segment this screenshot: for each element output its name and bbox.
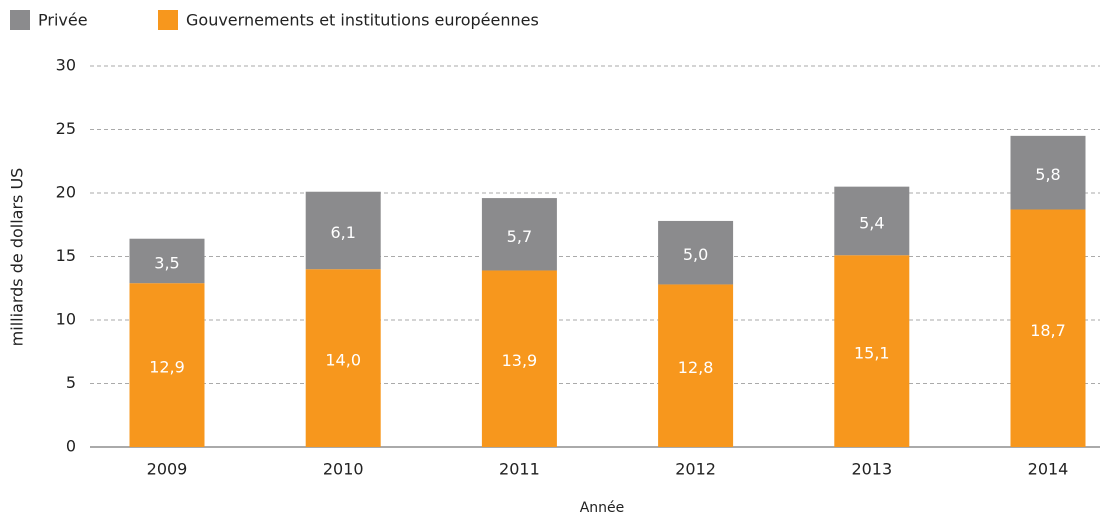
x-tick-label: 2013 <box>851 460 892 479</box>
bar-segment <box>305 269 381 447</box>
data-label: 12,8 <box>678 358 714 377</box>
bar-segment <box>1010 209 1086 447</box>
data-label: 15,1 <box>854 344 890 363</box>
data-label: 14,0 <box>325 351 361 370</box>
y-tick-label: 5 <box>66 373 76 392</box>
data-label: 13,9 <box>502 351 538 370</box>
x-tick-label: 2012 <box>675 460 716 479</box>
y-tick-label: 25 <box>56 119 76 138</box>
x-tick-label: 2009 <box>147 460 188 479</box>
bar-segment <box>129 283 205 447</box>
x-axis-title: Année <box>580 500 625 516</box>
bar-segment <box>129 238 205 284</box>
data-label: 5,7 <box>507 227 532 246</box>
data-label: 5,0 <box>683 245 708 264</box>
bar-segment <box>305 191 381 270</box>
legend-swatch <box>10 10 30 30</box>
y-tick-label: 10 <box>56 310 76 329</box>
bar-segment <box>1010 135 1086 210</box>
bar-segment <box>481 198 557 271</box>
y-axis-title: milliards de dollars US <box>8 168 27 347</box>
x-tick-label: 2010 <box>323 460 364 479</box>
data-label: 12,9 <box>149 358 185 377</box>
x-tick-label: 2014 <box>1028 460 1069 479</box>
y-tick-label: 20 <box>56 183 76 202</box>
legend-label: Privée <box>38 11 88 30</box>
y-tick-label: 0 <box>66 437 76 456</box>
bar-segment <box>658 284 734 447</box>
data-label: 5,8 <box>1035 165 1060 184</box>
bar-segment <box>658 220 734 285</box>
data-label: 3,5 <box>154 253 179 272</box>
y-tick-label: 15 <box>56 246 76 265</box>
legend-label: Gouvernements et institutions européenne… <box>186 11 539 30</box>
y-tick-label: 30 <box>56 56 76 75</box>
bar-segment <box>481 270 557 447</box>
data-label: 18,7 <box>1030 321 1066 340</box>
data-label: 5,4 <box>859 213 884 232</box>
bar-segment <box>834 255 910 447</box>
x-tick-label: 2011 <box>499 460 540 479</box>
data-label: 6,1 <box>330 223 355 242</box>
bar-segment <box>834 186 910 256</box>
legend-swatch <box>158 10 178 30</box>
